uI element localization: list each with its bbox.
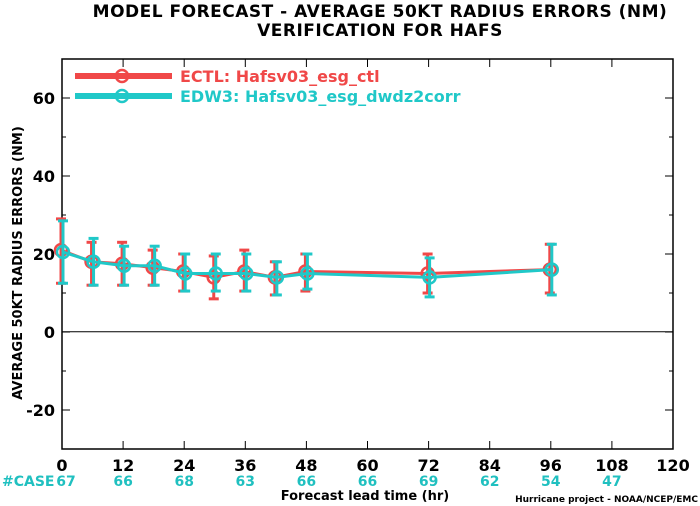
axis-ticks: 0 12 24 36 48 60 72 84 96 108 120 -20 0 20 40 60 — [26, 58, 690, 475]
y-tick-label: 0 — [44, 323, 55, 342]
case-count: 54 — [541, 474, 561, 490]
legend-label: EDW3: Hafsv03_esg_dwdz2corr — [180, 87, 461, 106]
data-point — [422, 270, 437, 285]
case-count: 69 — [419, 474, 438, 490]
chart-title: MODEL FORECAST - AVERAGE 50KT RADIUS ERR… — [93, 2, 668, 22]
data-point — [116, 258, 132, 273]
series-line — [62, 250, 552, 279]
series-group — [53, 217, 560, 301]
case-counts: 67 66 68 63 66 66 69 62 54 47 — [56, 474, 621, 490]
credit-text: Hurricane project - NOAA/NCEP/EMC — [515, 495, 698, 505]
data-point — [177, 266, 193, 281]
x-tick-label: 120 — [656, 456, 689, 475]
data-point — [86, 254, 101, 270]
x-tick-label: 84 — [479, 456, 501, 475]
case-count: 66 — [113, 474, 132, 490]
series-edw3 — [55, 219, 560, 299]
case-count: 66 — [297, 474, 316, 490]
case-count: 63 — [236, 474, 255, 490]
data-point — [55, 244, 71, 260]
case-count: 68 — [174, 474, 193, 490]
legend-swatch-marker — [114, 68, 130, 84]
data-point — [269, 270, 285, 285]
data-point — [237, 264, 252, 279]
y-tick-label: 20 — [33, 245, 55, 264]
y-tick-label: 40 — [33, 167, 55, 186]
data-point — [147, 258, 162, 273]
case-count: 66 — [358, 474, 377, 490]
case-count: 62 — [480, 474, 499, 490]
data-point — [53, 242, 69, 258]
legend-swatch-marker — [114, 88, 130, 104]
case-count: 67 — [56, 474, 75, 490]
data-point — [298, 264, 313, 279]
x-axis-label: Forecast lead time (hr) — [281, 489, 449, 504]
x-tick-label: 12 — [112, 456, 134, 475]
y-tick-label: 60 — [33, 89, 55, 108]
x-tick-label: 72 — [417, 456, 439, 475]
x-tick-label: 96 — [540, 456, 562, 475]
y-tick-label: -20 — [26, 401, 55, 420]
case-label: #CASE — [2, 474, 55, 490]
data-point — [208, 266, 223, 281]
x-tick-label: 48 — [295, 456, 317, 475]
x-tick-label: 24 — [173, 456, 195, 475]
y-axis-label: AVERAGE 50KT RADIUS ERRORS (NM) — [11, 126, 26, 400]
series-ectl — [53, 217, 558, 301]
x-tick-label: 108 — [595, 456, 628, 475]
x-tick-label: 36 — [234, 456, 256, 475]
chart-subtitle: VERIFICATION FOR HAFS — [257, 21, 503, 41]
x-tick-label: 0 — [56, 456, 67, 475]
case-count: 47 — [602, 474, 621, 490]
legend-label: ECTL: Hafsv03_esg_ctl — [180, 67, 380, 86]
data-point — [300, 266, 315, 281]
x-tick-label: 60 — [356, 456, 378, 475]
data-point — [544, 262, 560, 277]
data-point — [239, 266, 254, 281]
